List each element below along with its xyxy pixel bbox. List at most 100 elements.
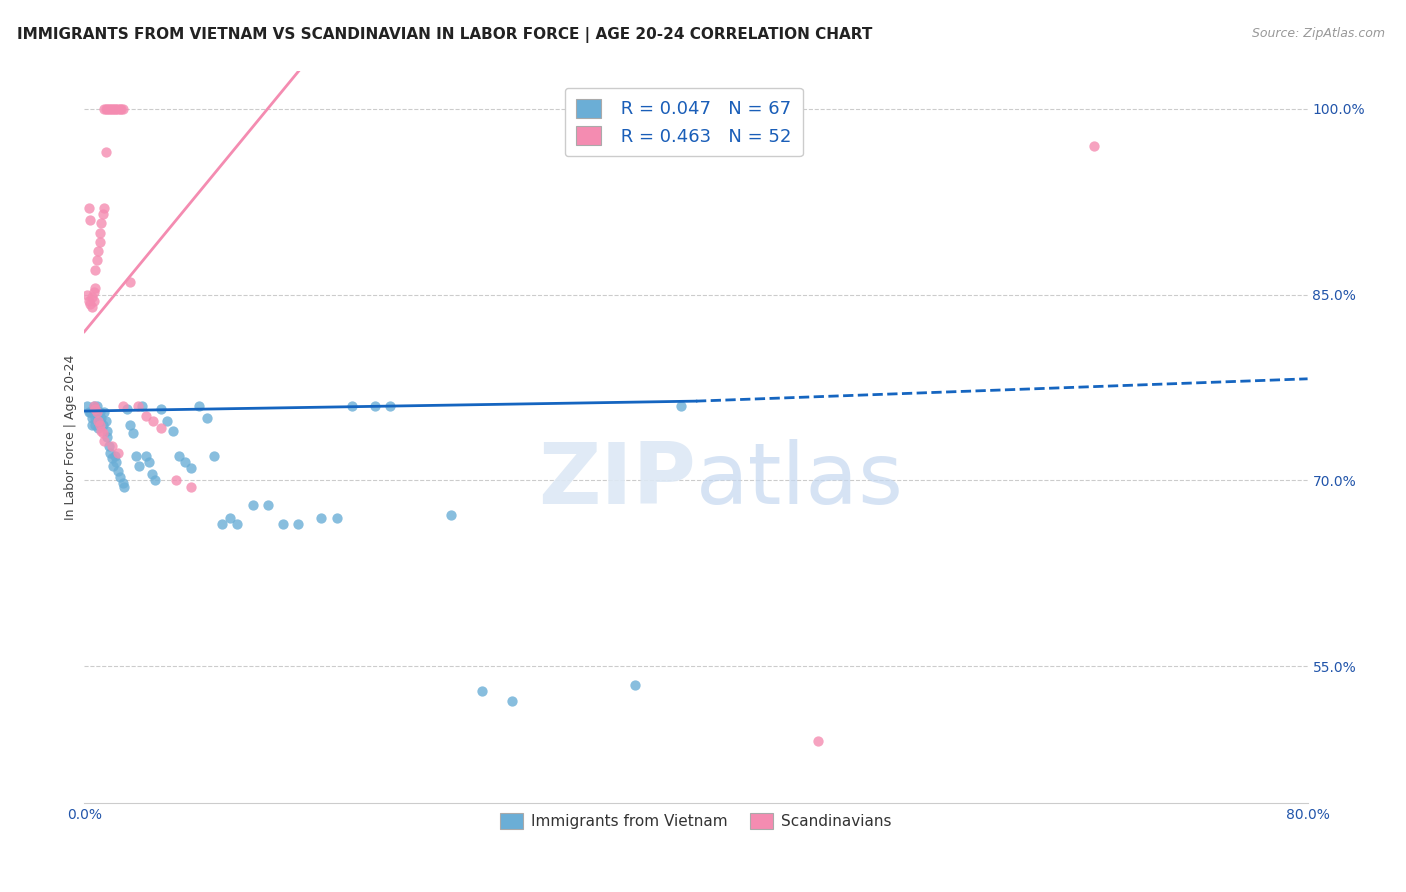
Point xyxy=(127,399,149,413)
Point xyxy=(98,102,121,116)
Point xyxy=(125,449,148,463)
Point xyxy=(202,449,225,463)
Point xyxy=(77,405,100,419)
Point xyxy=(364,399,387,413)
Point xyxy=(96,102,118,116)
Point xyxy=(94,145,117,159)
Point xyxy=(149,401,172,416)
Point xyxy=(502,694,524,708)
Point xyxy=(180,461,202,475)
Point xyxy=(226,516,249,531)
Text: IMMIGRANTS FROM VIETNAM VS SCANDINAVIAN IN LABOR FORCE | AGE 20-24 CORRELATION C: IMMIGRANTS FROM VIETNAM VS SCANDINAVIAN … xyxy=(17,27,872,43)
Point xyxy=(79,213,101,227)
Point xyxy=(94,102,117,116)
Point xyxy=(325,510,347,524)
Point xyxy=(120,417,142,432)
Point xyxy=(287,516,309,531)
Point xyxy=(138,455,160,469)
Point xyxy=(471,684,494,698)
Point xyxy=(93,102,115,116)
Point xyxy=(93,201,115,215)
Point xyxy=(84,401,107,416)
Point xyxy=(340,399,363,413)
Point xyxy=(89,417,111,432)
Point xyxy=(142,414,165,428)
Point xyxy=(1083,138,1105,153)
Point xyxy=(103,102,125,116)
Point xyxy=(107,464,129,478)
Point xyxy=(83,399,105,413)
Point xyxy=(135,449,157,463)
Point xyxy=(80,300,103,314)
Point xyxy=(97,439,120,453)
Point xyxy=(165,474,187,488)
Point xyxy=(135,409,157,423)
Point xyxy=(156,414,179,428)
Point xyxy=(98,446,121,460)
Point xyxy=(86,252,108,267)
Point xyxy=(76,399,98,413)
Point xyxy=(87,421,110,435)
Point xyxy=(188,399,211,413)
Point xyxy=(93,434,115,448)
Point xyxy=(115,401,138,416)
Point xyxy=(131,399,153,413)
Point xyxy=(83,399,105,413)
Text: atlas: atlas xyxy=(696,440,904,523)
Point xyxy=(311,510,333,524)
Point xyxy=(84,417,107,432)
Point xyxy=(101,439,124,453)
Point xyxy=(83,285,105,299)
Point xyxy=(167,449,190,463)
Point xyxy=(440,508,463,523)
Point xyxy=(80,417,103,432)
Point xyxy=(107,102,129,116)
Point xyxy=(89,235,111,250)
Point xyxy=(96,424,118,438)
Legend: Immigrants from Vietnam, Scandinavians: Immigrants from Vietnam, Scandinavians xyxy=(495,807,897,836)
Point xyxy=(87,414,110,428)
Point xyxy=(77,201,100,215)
Point xyxy=(807,734,830,748)
Point xyxy=(624,678,647,692)
Point xyxy=(162,424,184,438)
Point xyxy=(89,226,111,240)
Point xyxy=(141,467,163,482)
Point xyxy=(242,498,264,512)
Point xyxy=(143,474,166,488)
Point xyxy=(120,275,142,289)
Point xyxy=(87,244,110,259)
Point xyxy=(128,458,150,473)
Point xyxy=(84,281,107,295)
Point xyxy=(91,426,114,441)
Point xyxy=(101,451,124,466)
Y-axis label: In Labor Force | Age 20-24: In Labor Force | Age 20-24 xyxy=(65,354,77,520)
Point xyxy=(111,102,134,116)
Point xyxy=(91,417,114,432)
Point xyxy=(84,411,107,425)
Point xyxy=(104,449,127,463)
Point xyxy=(79,297,101,311)
Point xyxy=(271,516,294,531)
Point xyxy=(86,409,108,423)
Point xyxy=(380,399,402,413)
Point xyxy=(107,446,129,460)
Point xyxy=(80,290,103,304)
Point xyxy=(122,426,145,441)
Point xyxy=(79,405,101,419)
Point xyxy=(149,421,172,435)
Point xyxy=(86,399,108,413)
Point xyxy=(89,414,111,428)
Point xyxy=(111,399,134,413)
Point xyxy=(180,480,202,494)
Point xyxy=(89,405,111,419)
Point xyxy=(174,455,197,469)
Text: ZIP: ZIP xyxy=(538,440,696,523)
Point xyxy=(105,455,128,469)
Point xyxy=(90,411,112,425)
Point xyxy=(86,405,108,419)
Point xyxy=(90,216,112,230)
Point xyxy=(76,287,98,301)
Point xyxy=(97,102,120,116)
Point xyxy=(111,475,134,490)
